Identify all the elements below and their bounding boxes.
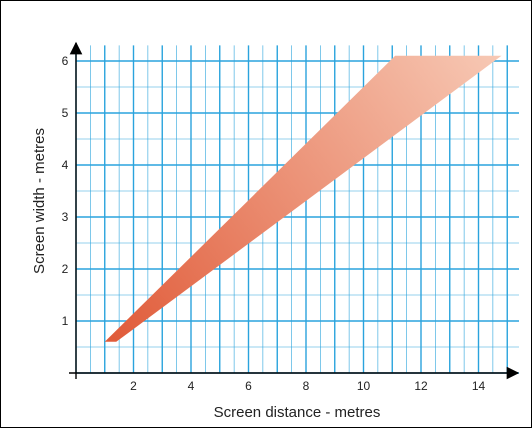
- x-tick-label: 2: [130, 379, 137, 393]
- x-tick-label: 8: [303, 379, 310, 393]
- x-tick-label: 4: [188, 379, 195, 393]
- y-tick-label: 6: [62, 54, 69, 68]
- area-series: [104, 55, 502, 342]
- x-axis-title: Screen distance - metres: [214, 404, 381, 421]
- grid: [75, 45, 519, 374]
- y-tick-label: 1: [62, 314, 69, 328]
- x-tick-label: 14: [472, 379, 486, 393]
- x-tick-label: 12: [414, 379, 428, 393]
- y-tick-label: 3: [62, 210, 69, 224]
- x-tick-label: 10: [357, 379, 371, 393]
- viewing-range-area: [104, 55, 502, 342]
- x-tick-label: 6: [245, 379, 252, 393]
- y-axis-title: Screen width - metres: [31, 128, 48, 274]
- axes: [69, 41, 520, 380]
- y-tick-label: 4: [62, 158, 69, 172]
- y-tick-label: 2: [62, 262, 69, 276]
- y-tick-label: 5: [62, 106, 69, 120]
